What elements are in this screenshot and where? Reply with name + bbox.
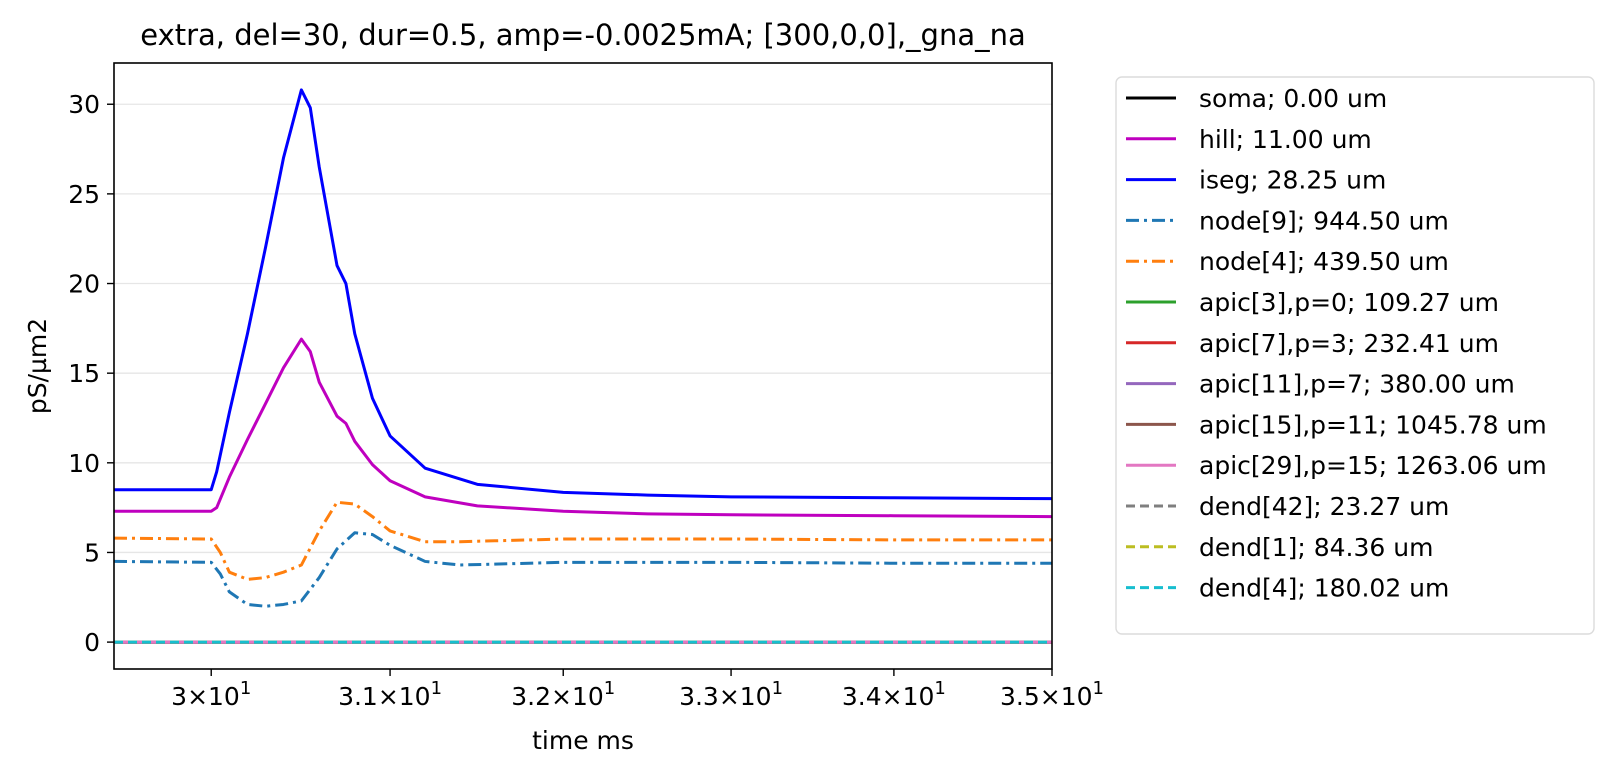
legend-label: hill; 11.00 um (1199, 125, 1372, 154)
series-line-4 (114, 500, 1052, 581)
x-tick-mantissa: 3.3 (679, 682, 719, 711)
x-tick-multiplier: ×10 (719, 682, 772, 711)
series-line-2 (114, 88, 1052, 501)
x-tick-exponent: 1 (431, 678, 442, 699)
legend-label: node[9]; 944.50 um (1199, 206, 1449, 235)
legend-label: node[4]; 439.50 um (1199, 247, 1449, 276)
legend-label: dend[1]; 84.36 um (1199, 533, 1433, 562)
y-tick-label: 5 (84, 538, 100, 567)
x-tick-label: 3.3×101 (679, 678, 783, 711)
x-tick-exponent: 1 (772, 678, 783, 699)
legend-label: apic[15],p=11; 1045.78 um (1199, 410, 1547, 439)
y-tick-label: 30 (68, 90, 100, 119)
legend-items: soma; 0.00 um hill; 11.00 um iseg; 28.25 u… (1126, 84, 1547, 603)
x-tick-label: 3.5×101 (1000, 678, 1104, 711)
y-tick-label: 0 (84, 628, 100, 657)
x-tick-mantissa: 3.2 (511, 682, 551, 711)
x-tick-exponent: 1 (604, 678, 615, 699)
x-tick-multiplier: ×10 (551, 682, 604, 711)
legend-label: apic[7],p=3; 232.41 um (1199, 329, 1499, 358)
legend-label: soma; 0.00 um (1199, 84, 1387, 113)
legend-label: dend[4]; 180.02 um (1199, 574, 1449, 603)
legend: soma; 0.00 um hill; 11.00 um iseg; 28.25 u… (1115, 76, 1595, 635)
x-tick-mantissa: 3 (171, 682, 187, 711)
plot-frame (113, 62, 1053, 670)
x-tick-multiplier: ×10 (1040, 682, 1093, 711)
legend-label: apic[3],p=0; 109.27 um (1199, 288, 1499, 317)
chart-title: extra, del=30, dur=0.5, amp=-0.0025mA; [… (140, 18, 1026, 52)
y-axis-label: pS/µm2 (23, 318, 52, 414)
x-tick-label: 3.4×101 (842, 678, 946, 711)
series-line-3 (114, 531, 1052, 608)
x-axis: 3×101 3.1×101 3.2×101 3.3×101 3.4×101 3.5×101 (171, 669, 1104, 711)
x-tick-mantissa: 3.4 (842, 682, 882, 711)
x-tick-label: 3.2×101 (511, 678, 615, 711)
x-tick-multiplier: ×10 (187, 682, 240, 711)
legend-label: apic[29],p=15; 1263.06 um (1199, 451, 1547, 480)
y-tick-label: 20 (68, 270, 100, 299)
legend-label: dend[42]; 23.27 um (1199, 492, 1449, 521)
legend-box (1115, 76, 1595, 635)
x-tick-exponent: 1 (1093, 678, 1104, 699)
x-tick-label: 3×101 (171, 678, 251, 711)
x-tick-mantissa: 3.1 (338, 682, 378, 711)
y-axis: 0 5 10 15 20 25 30 (68, 90, 114, 657)
legend-label: iseg; 28.25 um (1199, 166, 1386, 195)
y-tick-label: 10 (68, 449, 100, 478)
y-tick-label: 15 (68, 359, 100, 388)
x-tick-mantissa: 3.5 (1000, 682, 1040, 711)
x-tick-label: 3.1×101 (338, 678, 442, 711)
x-tick-exponent: 1 (934, 678, 945, 699)
x-tick-exponent: 1 (240, 678, 251, 699)
y-tick-label: 25 (68, 180, 100, 209)
x-tick-multiplier: ×10 (378, 682, 431, 711)
plot-background (114, 63, 1052, 669)
x-tick-multiplier: ×10 (882, 682, 935, 711)
x-axis-label: time ms (532, 726, 634, 755)
plot-area (113, 62, 1053, 670)
legend-label: apic[11],p=7; 380.00 um (1199, 370, 1515, 399)
series-lines (114, 88, 1052, 644)
plot-lines-area (114, 88, 1052, 644)
series-line-1 (114, 337, 1052, 519)
